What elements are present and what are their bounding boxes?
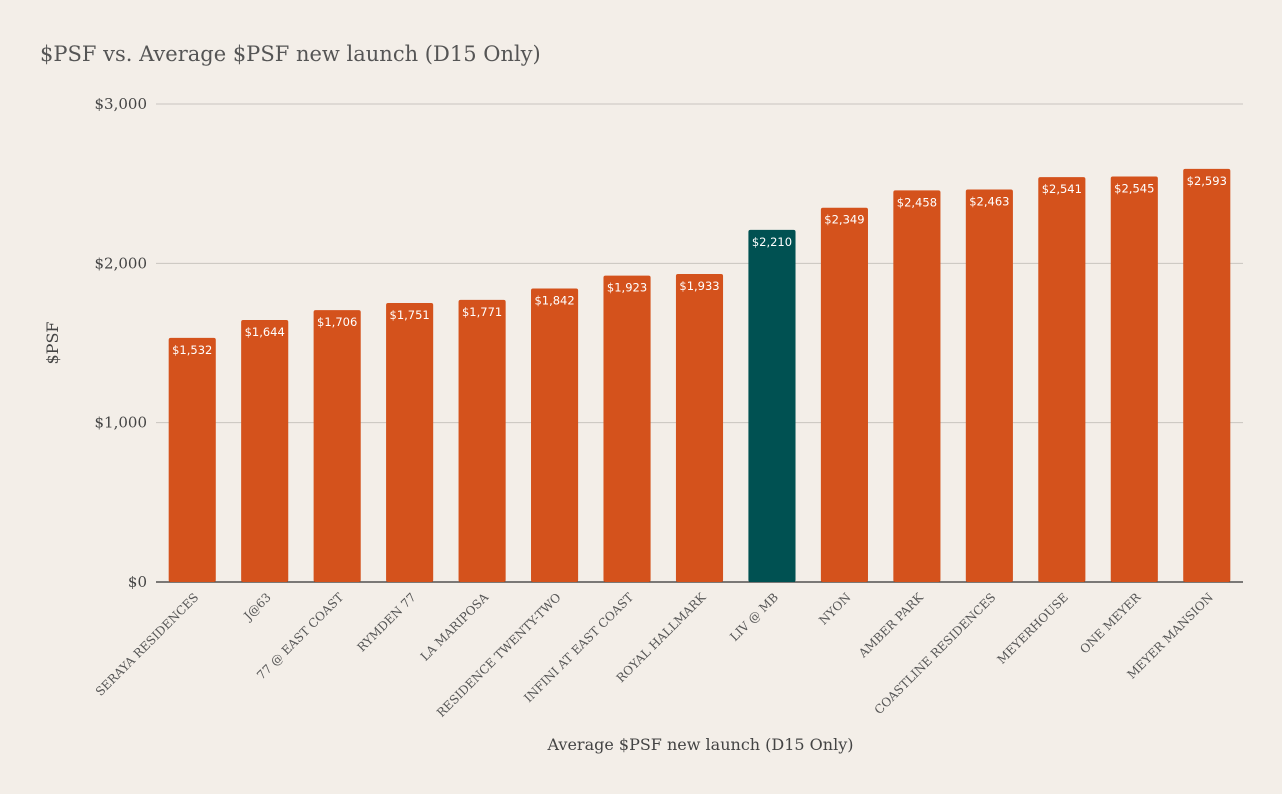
bar-value-label: $1,842 xyxy=(534,294,574,308)
x-axis-title: Average $PSF new launch (D15 Only) xyxy=(547,735,854,754)
bar xyxy=(168,337,216,582)
bar-value-labels: $1,532 $1,644 $1,706 $1,751 $1,771 $1,842 $1,9… xyxy=(172,174,1227,357)
bar xyxy=(241,320,289,582)
bar xyxy=(820,207,868,582)
x-tick-label: RESIDENCE TWENTY-TWO xyxy=(434,590,564,720)
bar-value-label: $2,458 xyxy=(897,195,937,209)
bar xyxy=(603,275,651,582)
bar-value-label: $1,751 xyxy=(390,308,430,322)
x-tick-label: NYON xyxy=(816,590,853,627)
bar xyxy=(675,274,724,582)
bar-value-label: $1,644 xyxy=(245,325,285,339)
bar xyxy=(893,190,941,582)
bar xyxy=(458,299,506,582)
x-tick-label: SERAYA RESIDENCES xyxy=(93,590,202,699)
bar-value-label: $2,545 xyxy=(1114,181,1154,195)
y-tick-label: $3,000 xyxy=(95,95,148,113)
x-tick-label: LIV @ MB xyxy=(727,590,781,644)
bar-value-label: $1,923 xyxy=(607,281,647,295)
bar-value-label: $2,463 xyxy=(969,195,1009,209)
bar-value-label: $1,933 xyxy=(679,279,719,293)
bar xyxy=(1038,177,1086,582)
x-tick-label: MEYERHOUSE xyxy=(994,590,1070,666)
bar-value-label: $1,532 xyxy=(172,343,212,357)
y-tick-labels: $0 $1,000 $2,000 $3,000 xyxy=(95,95,148,591)
bar xyxy=(313,310,361,582)
bar xyxy=(1183,168,1231,582)
bar xyxy=(748,229,796,582)
bar xyxy=(1110,176,1158,582)
bar-value-label: $2,349 xyxy=(824,213,864,227)
y-tick-label: $0 xyxy=(128,573,147,591)
bar xyxy=(965,189,1013,582)
x-tick-label: AMBER PARK xyxy=(855,589,926,660)
bars xyxy=(168,168,1231,582)
bar-value-label: $1,706 xyxy=(317,315,357,329)
bar xyxy=(386,303,434,582)
x-tick-label: COASTLINE RESIDENCES xyxy=(872,590,999,717)
y-axis-title: $PSF xyxy=(43,321,62,364)
y-tick-label: $2,000 xyxy=(95,254,148,272)
x-tick-label: ONE MEYER xyxy=(1077,590,1144,657)
bar-value-label: $2,541 xyxy=(1042,182,1082,196)
bar-value-label: $1,771 xyxy=(462,305,502,319)
x-tick-label: LA MARIPOSA xyxy=(418,590,492,664)
bar-value-label: $2,210 xyxy=(752,235,792,249)
x-tick-label: RYMDEN 77 xyxy=(355,590,419,654)
y-tick-label: $1,000 xyxy=(95,414,148,432)
bar xyxy=(531,288,579,582)
bar-value-label: $2,593 xyxy=(1187,174,1227,188)
x-tick-label: J@63 xyxy=(240,590,274,624)
chart-title: $PSF vs. Average $PSF new launch (D15 On… xyxy=(40,42,541,66)
